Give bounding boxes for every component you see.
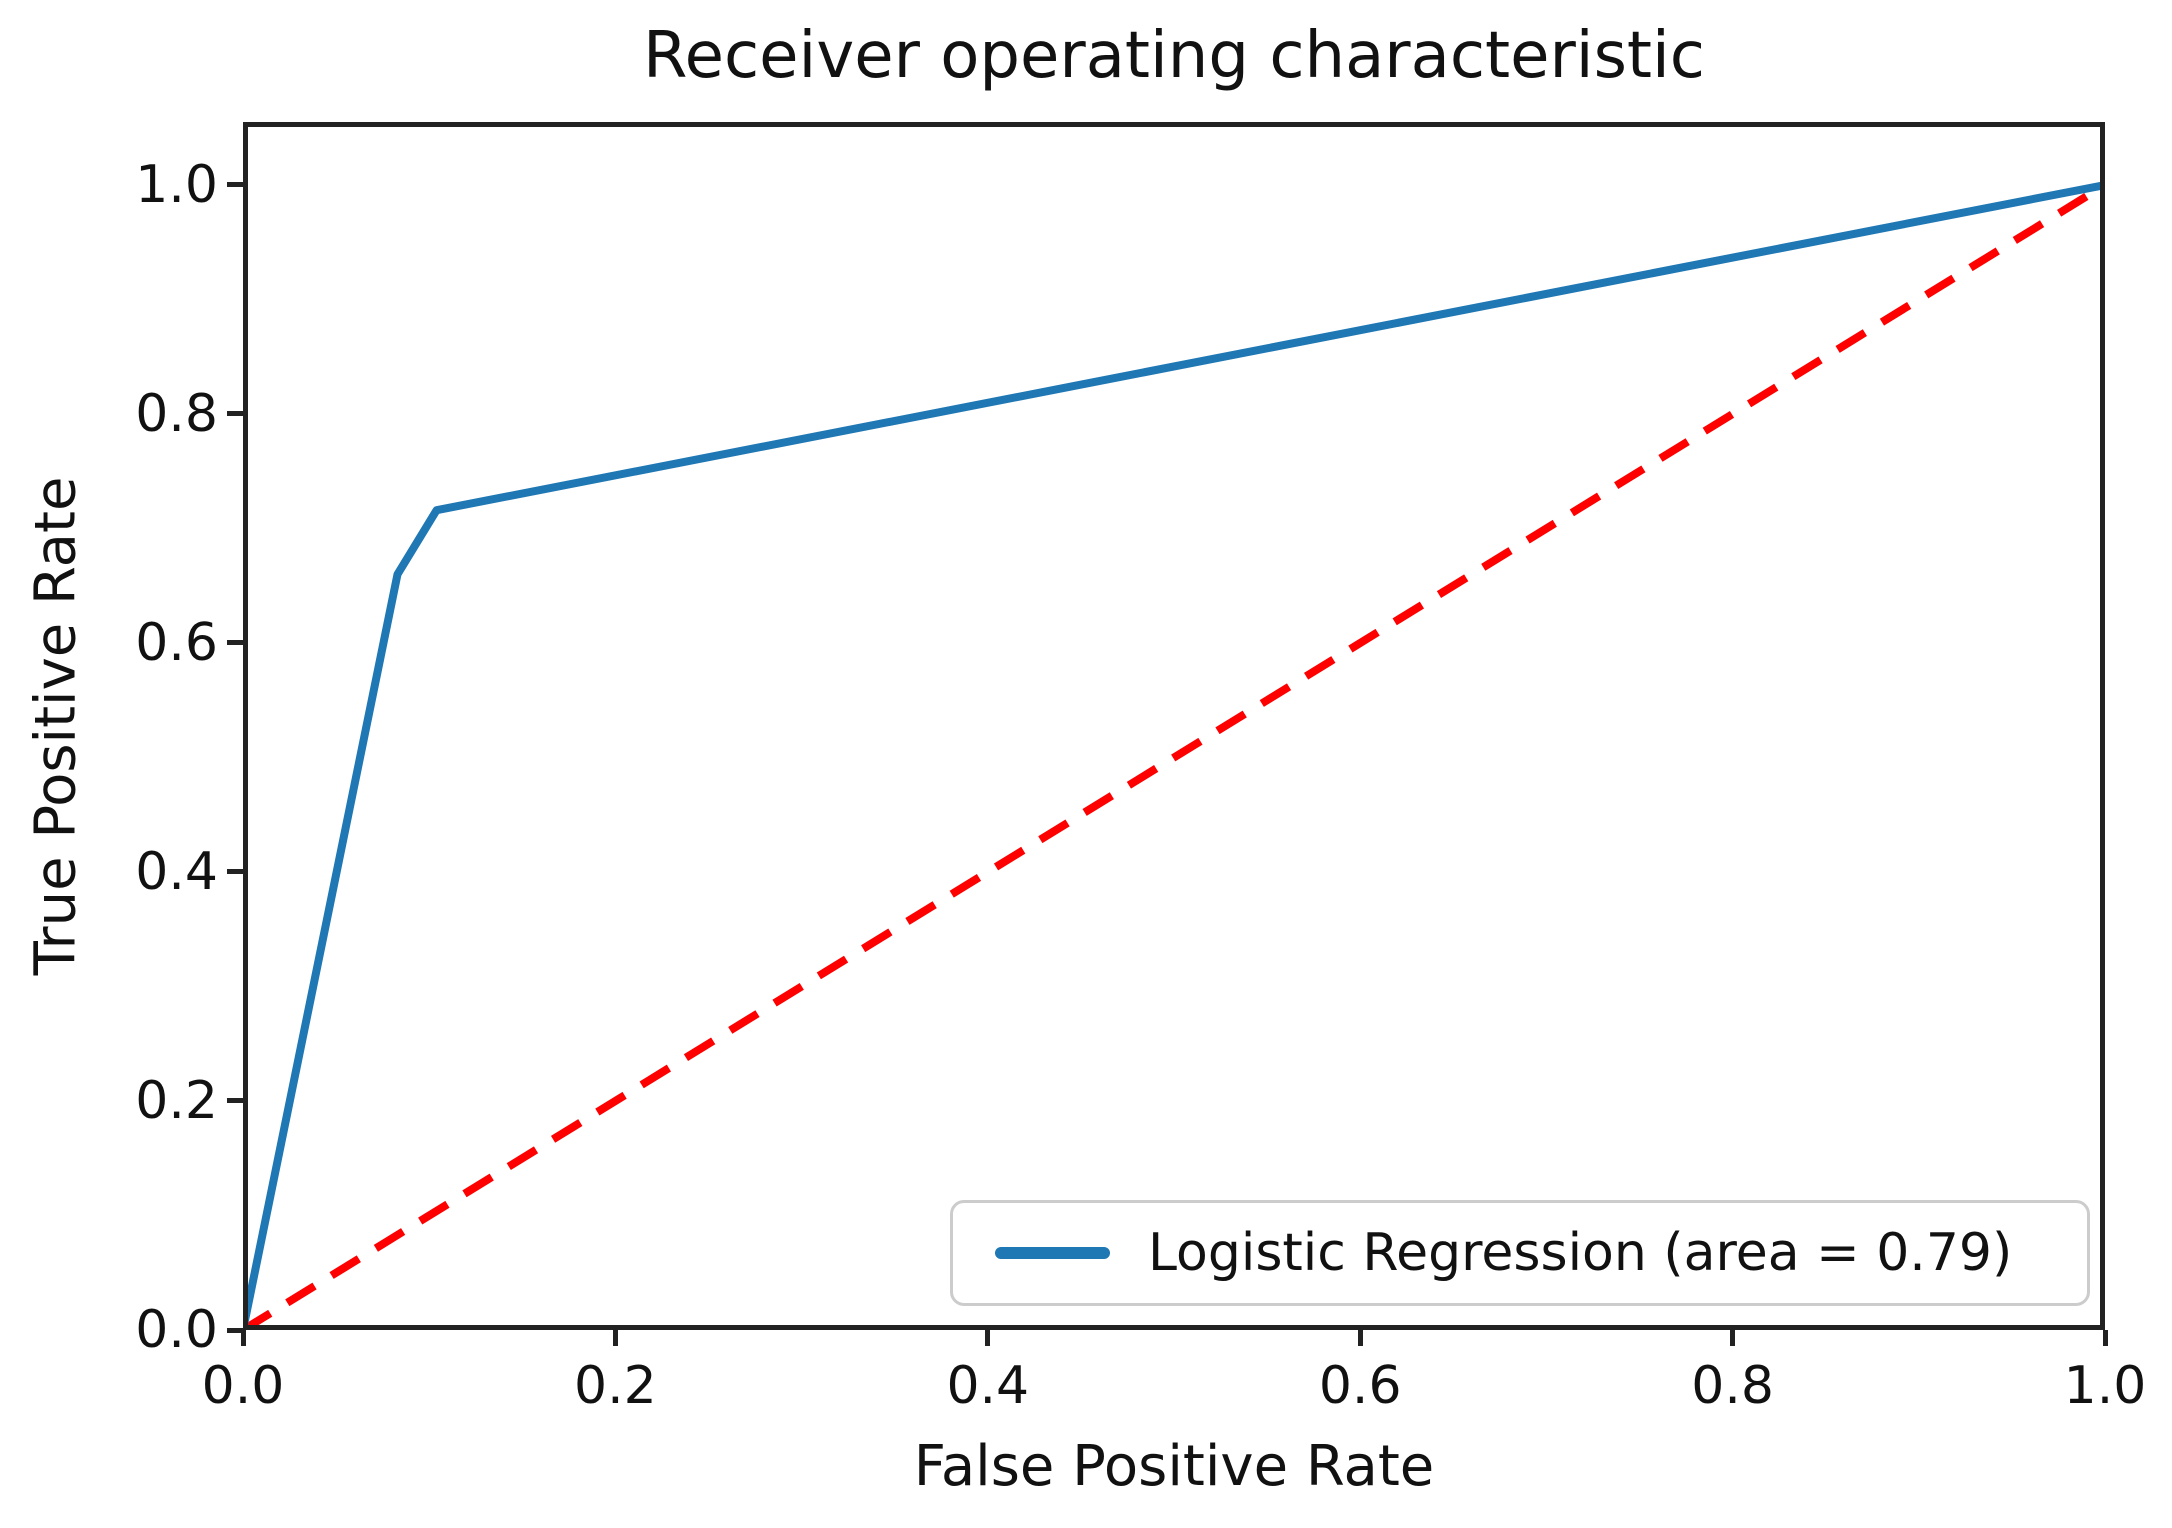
x-tick-label: 1.0 — [2063, 1356, 2147, 1416]
plot-area — [243, 122, 2105, 1330]
roc-curve-line — [243, 181, 2105, 1330]
y-tick-label: 0.2 — [135, 1070, 218, 1131]
y-tick-mark — [227, 869, 243, 875]
legend-label: Logistic Regression (area = 0.79) — [1148, 1223, 2013, 1283]
plot-canvas — [243, 122, 2105, 1330]
y-tick-label: 0.4 — [135, 841, 218, 902]
x-tick-mark — [612, 1330, 618, 1346]
axes-spines — [243, 122, 2105, 1330]
x-tick-mark — [240, 1330, 246, 1346]
legend: Logistic Regression (area = 0.79) — [950, 1200, 2090, 1306]
x-tick-mark — [2102, 1330, 2108, 1346]
x-tick-label: 0.8 — [1691, 1356, 1774, 1416]
y-tick-label: 0.6 — [135, 612, 218, 673]
x-tick-label: 0.0 — [201, 1356, 285, 1416]
chance-diagonal-line — [243, 181, 2105, 1330]
x-tick-label: 0.6 — [1318, 1356, 1402, 1416]
y-tick-mark — [227, 411, 243, 417]
x-tick-mark — [1730, 1330, 1736, 1346]
y-axis-label: True Positive Rate — [23, 476, 89, 976]
y-tick-mark — [227, 182, 243, 188]
y-tick-mark — [227, 1098, 243, 1104]
x-tick-mark — [1357, 1330, 1363, 1346]
chart-title: Receiver operating characteristic — [643, 19, 1705, 93]
x-axis-label: False Positive Rate — [913, 1434, 1435, 1499]
y-tick-label: 1.0 — [135, 154, 218, 215]
x-tick-mark — [985, 1330, 991, 1346]
y-tick-mark — [227, 1327, 243, 1333]
y-tick-label: 0.8 — [135, 383, 218, 444]
y-tick-mark — [227, 640, 243, 646]
legend-line-sample — [995, 1247, 1110, 1259]
x-tick-label: 0.2 — [574, 1356, 657, 1416]
x-tick-label: 0.4 — [946, 1356, 1030, 1416]
y-tick-label: 0.0 — [135, 1300, 218, 1360]
